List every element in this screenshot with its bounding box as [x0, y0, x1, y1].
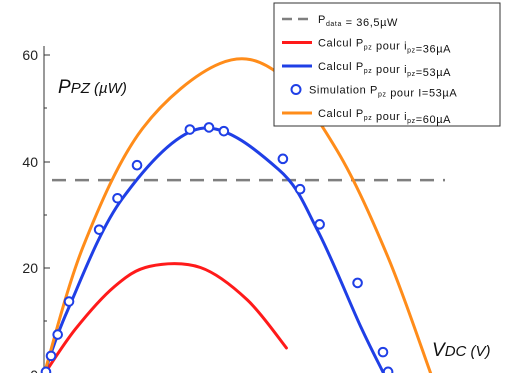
legend-label: Simulation Ppz pour I=53µA	[309, 85, 457, 100]
legend-item-calc60: Calcul Ppz pour ipz=60µA	[282, 108, 451, 126]
simulation-point	[203, 122, 215, 133]
y-tick-label-60: 60	[22, 47, 38, 63]
simulation-point	[314, 219, 325, 230]
series-line-calc53	[42, 126, 386, 373]
legend-label: Calcul Ppz pour ipz=53µA	[318, 61, 451, 79]
x-axis-title: VDC (V)	[432, 340, 491, 361]
legend-item-sim53: Simulation Ppz pour I=53µA	[290, 84, 457, 100]
y-tick-label-40: 40	[22, 154, 38, 170]
x-axis-title-sub: DC	[445, 343, 467, 360]
y-axis-title: PPZ (µW)	[58, 77, 127, 98]
y-axis-title-main: P	[58, 77, 71, 98]
series-line-calc36	[43, 262, 288, 373]
legend-item-threshold: Pdata = 36,5µW	[282, 14, 398, 29]
simulation-point	[45, 350, 57, 362]
simulation-point	[93, 224, 105, 235]
simulation-point	[377, 346, 389, 358]
legend-label: Calcul Ppz pour ipz=36µA	[318, 38, 451, 56]
legend-label: Pdata = 36,5µW	[318, 14, 398, 29]
legend-swatch	[290, 84, 302, 95]
series-line-calc60	[42, 57, 433, 373]
simulation-points	[40, 122, 394, 373]
simulation-point	[63, 296, 75, 307]
simulation-point	[112, 192, 123, 204]
simulation-point	[294, 183, 306, 195]
simulation-point	[218, 125, 230, 137]
y-axis-title-sub: PZ	[71, 80, 91, 97]
simulation-point	[277, 153, 289, 165]
simulation-point	[52, 329, 63, 340]
simulation-point	[131, 159, 143, 171]
simulation-point	[352, 277, 363, 289]
legend-label: Calcul Ppz pour ipz=60µA	[318, 108, 451, 126]
x-axis-title-unit: (V)	[466, 343, 490, 360]
x-axis-title-main: V	[432, 340, 447, 361]
y-tick-label-0: 0	[30, 367, 38, 373]
simulation-point	[40, 366, 52, 373]
y-axis-title-unit: (µW)	[90, 80, 127, 97]
y-ticks: 60 40 20 0	[22, 47, 50, 373]
y-tick-label-20: 20	[22, 260, 38, 276]
legend: Pdata = 36,5µW Calcul Ppz pour ipz=36µA Ca…	[273, 2, 501, 127]
legend-item-calc36: Calcul Ppz pour ipz=36µA	[282, 38, 451, 56]
legend-item-calc53: Calcul Ppz pour ipz=53µA	[282, 61, 451, 79]
simulation-point	[382, 366, 394, 373]
simulation-point	[184, 124, 196, 135]
